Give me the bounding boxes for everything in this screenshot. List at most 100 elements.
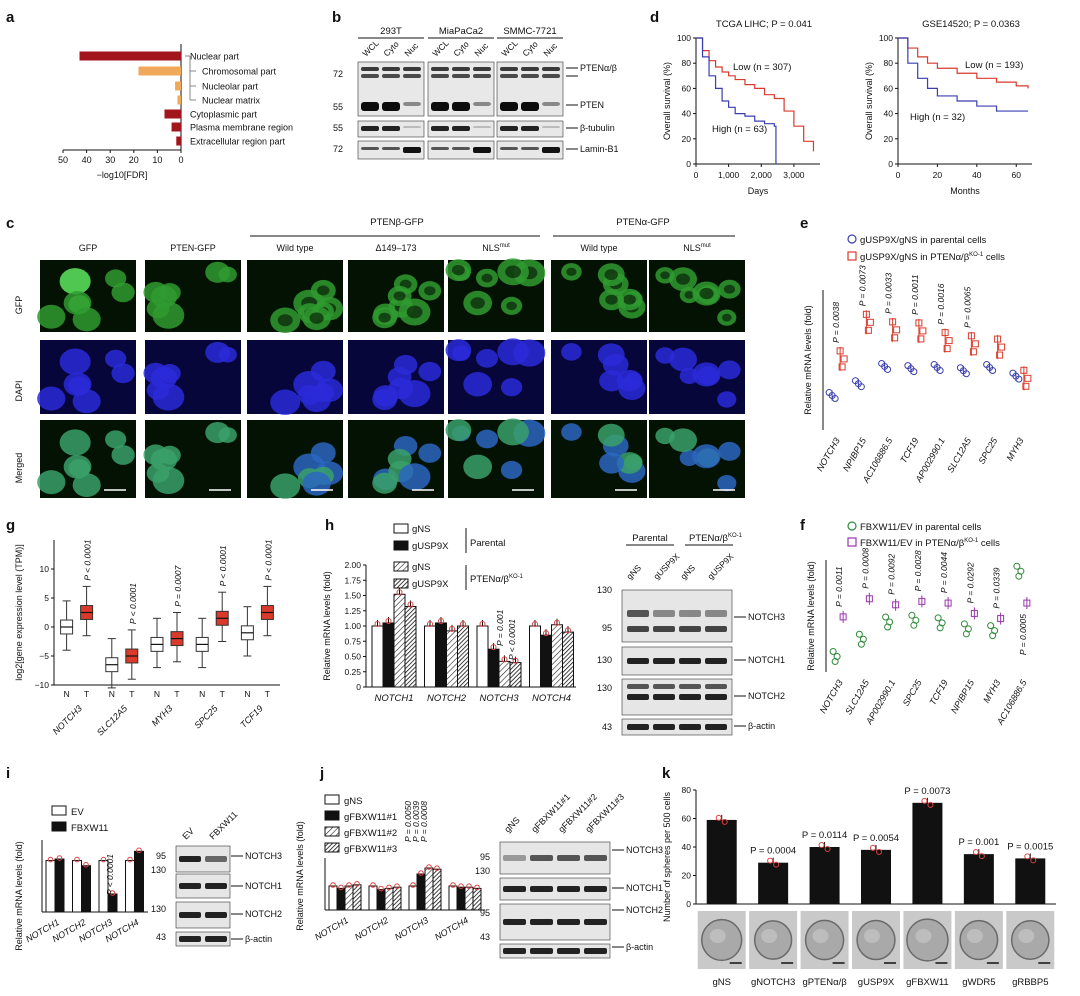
sphere-image (800, 911, 849, 969)
data-point (715, 814, 722, 821)
data-point (864, 326, 872, 334)
bar (72, 860, 82, 913)
cell (669, 428, 697, 453)
band (653, 658, 675, 664)
tick-label: 0 (356, 682, 361, 692)
data-point (490, 644, 497, 651)
band (521, 126, 539, 131)
bar (376, 889, 386, 911)
lane-label: WCL (430, 38, 451, 59)
data-point (554, 619, 560, 626)
data-point (1023, 599, 1031, 607)
band (500, 74, 518, 78)
bar (344, 885, 354, 911)
data-point (927, 801, 934, 808)
band (705, 724, 727, 730)
column-label: Wild type (580, 243, 617, 253)
band (382, 102, 400, 111)
data-point (838, 363, 846, 371)
sphere-highlight (915, 929, 932, 943)
lane-label: gUSP9X (705, 551, 735, 581)
p-value: P = 0.0007 (173, 565, 183, 606)
data-point (908, 611, 916, 619)
mw-label: 43 (156, 932, 166, 942)
band (452, 74, 470, 78)
cell-line-label: SMMC-7721 (503, 26, 556, 37)
tick-label: 40 (82, 155, 92, 165)
y-axis-label: Relative mRNA levels (fold) (322, 571, 332, 681)
bar (368, 885, 378, 911)
micrograph (143, 420, 241, 498)
data-point (893, 326, 901, 334)
data-point (989, 632, 997, 640)
bar (487, 648, 500, 688)
mw-label: 95 (480, 908, 490, 918)
data-point (917, 335, 925, 343)
band (500, 126, 518, 131)
p-value: P = 0.0033 (884, 273, 894, 314)
cell (111, 282, 135, 303)
band (452, 147, 470, 150)
nt-label: N (154, 689, 160, 699)
data-point (910, 368, 918, 376)
data-point (100, 856, 107, 863)
nucleus (481, 273, 493, 283)
band (403, 74, 421, 78)
p-value: P = 0.0339 (992, 567, 1002, 608)
data-point (721, 818, 728, 825)
cell (497, 418, 529, 446)
cell (302, 471, 331, 496)
p-value: P = 0.0054 (853, 833, 899, 844)
data-point (410, 882, 416, 888)
band-label: β-tubulin (580, 123, 615, 133)
band-label: NOTCH1 (626, 883, 663, 893)
nucleus (309, 312, 324, 324)
band (530, 948, 553, 954)
data-point (407, 601, 414, 608)
mw-label: 43 (602, 722, 612, 732)
band (179, 856, 201, 862)
sphere-highlight (864, 929, 880, 943)
bar (758, 862, 789, 904)
micrograph (445, 418, 546, 498)
bar (448, 885, 458, 911)
superscript: KO-1 (964, 538, 979, 544)
tick-label: 80 (682, 58, 692, 68)
band (530, 919, 553, 925)
cell (655, 347, 675, 364)
tick-label: 0 (896, 170, 901, 180)
data-point (944, 599, 952, 607)
band (584, 948, 607, 954)
gene-label: NOTCH3 (479, 693, 519, 704)
cell (398, 380, 431, 408)
band (431, 147, 449, 150)
category-label: Chromosomal part (202, 67, 277, 77)
panel-letter: g (6, 517, 15, 534)
data-point (882, 613, 890, 621)
p-value: P = 0.0050 (403, 801, 413, 842)
mw-label: 43 (480, 932, 490, 942)
bar (384, 887, 394, 911)
tick-label: 40 (682, 109, 692, 119)
p-value: P = 0.0065 (962, 287, 972, 328)
mw-label: 72 (333, 144, 343, 154)
nucleus (393, 291, 406, 301)
band (205, 912, 227, 918)
cell (152, 383, 185, 411)
band (500, 67, 518, 71)
data-point (385, 617, 392, 624)
p-value: P = 0.0039 (411, 801, 421, 842)
data-point (501, 656, 508, 663)
band (557, 919, 580, 925)
band (452, 126, 470, 131)
nucleus (699, 287, 714, 300)
row-label: GFP (14, 296, 24, 315)
legend-label: FBXW11/EV in parental cells (860, 522, 982, 533)
tick-label: 40 (972, 170, 982, 180)
lane-label: Cyto (451, 39, 471, 59)
p-value: P = 0.0114 (802, 830, 847, 841)
micrograph (649, 420, 745, 498)
bar (509, 662, 522, 688)
band-label: NOTCH3 (245, 851, 282, 861)
